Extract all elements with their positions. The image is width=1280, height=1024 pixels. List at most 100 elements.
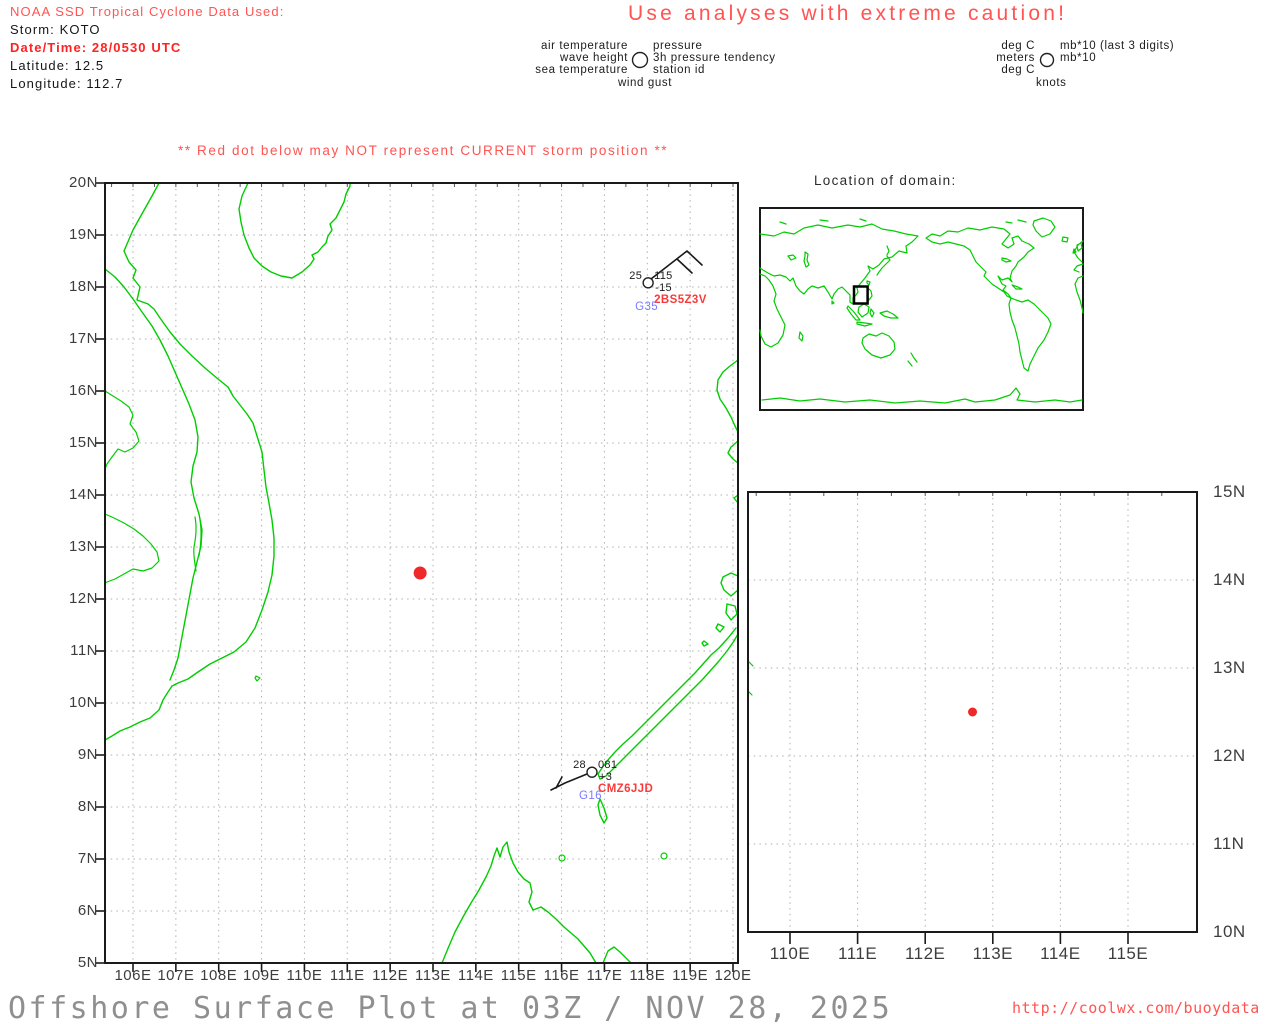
caution-title: Use analyses with extreme caution!	[628, 2, 1068, 25]
zoom-map-coast-specks	[748, 661, 754, 696]
main-y-label: 17N	[68, 330, 98, 347]
zoom-map-grid	[748, 492, 1197, 932]
main-x-label: 119E	[672, 967, 709, 984]
world-coastlines-atlantic-antarctica	[761, 218, 1084, 404]
header-source-line: NOAA SSD Tropical Cyclone Data Used:	[10, 4, 285, 19]
river-wiggle-2	[104, 513, 160, 584]
main-x-label: 115E	[500, 967, 537, 984]
main-y-label: 11N	[70, 642, 98, 659]
station-pressure-tendency: -15	[655, 281, 672, 294]
legend-wave-height: wave height	[560, 52, 628, 64]
zoom-map-frame	[747, 491, 1198, 933]
luzon-coast	[716, 359, 739, 504]
small-island-1	[558, 854, 566, 862]
zoom-y-label: 10N	[1213, 922, 1246, 941]
units-mb10-last3: mb*10 (last 3 digits)	[1060, 40, 1175, 52]
main-y-label: 9N	[77, 746, 98, 763]
main-y-label: 19N	[68, 226, 98, 243]
main-y-label: 7N	[77, 850, 98, 867]
main-x-label: 117E	[586, 967, 623, 984]
palawan-island	[597, 627, 739, 780]
small-island-2	[660, 852, 668, 860]
zoom-x-label: 111E	[838, 944, 878, 963]
header-latitude: Latitude: 12.5	[10, 58, 105, 73]
station-id: CMZ6JJD	[597, 783, 654, 796]
main-x-label: 107E	[157, 967, 195, 984]
main-y-label: 18N	[68, 278, 98, 295]
main-x-label: 106E	[114, 967, 152, 984]
main-x-label: 112E	[372, 967, 409, 984]
zoom-y-label: 14N	[1213, 570, 1246, 589]
main-y-label: 15N	[68, 434, 98, 451]
inset-title: Location of domain:	[814, 173, 957, 188]
station-plots	[550, 250, 703, 791]
footer-url: http://coolwx.com/buoydata	[1012, 999, 1260, 1017]
station-wind-gust: G16	[578, 790, 602, 803]
header-datetime: Date/Time: 28/0530 UTC	[10, 40, 182, 55]
zoom-y-label: 11N	[1213, 834, 1245, 853]
zoom-y-label: 15N	[1213, 482, 1246, 501]
zoom-x-label: 113E	[972, 944, 1014, 963]
zoom-x-label: 110E	[769, 944, 811, 963]
balabac-islet	[597, 798, 608, 824]
main-x-label: 118E	[629, 967, 666, 984]
world-coastlines-eurasia-africa	[759, 223, 919, 348]
units-deg-c-2: deg C	[1001, 64, 1035, 76]
storm-position-dots	[413, 566, 978, 717]
station1-wind-barb	[650, 250, 703, 280]
hainan-island	[238, 182, 351, 279]
world-coastlines-americas	[925, 217, 1056, 372]
undefined	[1197, 0, 1209, 580]
main-x-label: 111E	[329, 967, 365, 984]
main-y-label: 14N	[68, 486, 98, 503]
main-x-label: 113E	[415, 967, 451, 984]
main-map-grid	[105, 183, 738, 963]
zoom-x-label: 115E	[1107, 944, 1149, 963]
legend-pressure: pressure	[653, 40, 703, 52]
inland-river-line	[104, 268, 203, 681]
legend-sea-temperature: sea temperature	[535, 64, 628, 76]
main-x-label: 120E	[714, 967, 752, 984]
undefined	[1197, 0, 1209, 756]
storm-position-warning: ** Red dot below may NOT represent CURRE…	[178, 143, 669, 158]
zoom-y-label: 13N	[1213, 658, 1246, 677]
units-knots: knots	[1036, 77, 1067, 89]
station-pressure: 081	[597, 759, 618, 772]
main-y-label: 8N	[77, 798, 98, 815]
header-longitude: Longitude: 112.7	[10, 76, 124, 91]
legend-wind-gust: wind gust	[618, 77, 672, 89]
main-x-label: 114E	[457, 967, 494, 984]
main-x-label: 109E	[243, 967, 281, 984]
legend-units-circle	[1039, 52, 1055, 68]
station-id: 2BS5Z3V	[654, 293, 707, 306]
legend-pressure-tendency: 3h pressure tendency	[653, 52, 776, 64]
main-y-label: 10N	[68, 694, 98, 711]
station-circles	[586, 277, 654, 778]
footer-title: Offshore Surface Plot at 03Z / NOV 28, 2…	[8, 991, 893, 1024]
station-circle	[586, 766, 598, 778]
zoom-x-label: 112E	[904, 944, 946, 963]
undefined	[1197, 0, 1209, 932]
world-inset-frame	[759, 207, 1084, 411]
world-coastlines-seasia-oceania	[846, 280, 918, 367]
main-y-label: 12N	[68, 590, 98, 607]
main-y-label: 13N	[68, 538, 98, 555]
vietnam-china-coastline	[104, 182, 275, 741]
world-inset-map	[759, 207, 1084, 411]
main-map-coastlines	[104, 182, 739, 964]
storm-dot-zoom	[968, 707, 978, 717]
undefined	[1197, 0, 1209, 492]
main-x-label: 108E	[200, 967, 238, 984]
station-wind-gust: G35	[635, 300, 659, 313]
station-air-temp: 25	[629, 269, 643, 282]
storm-dot-main	[413, 566, 427, 580]
legend-station-circle	[631, 51, 649, 69]
main-y-label: 20N	[68, 174, 98, 191]
units-meters: meters	[996, 52, 1035, 64]
undefined	[1197, 0, 1209, 844]
station-circle	[642, 277, 654, 289]
zoom-y-label: 12N	[1213, 746, 1246, 765]
borneo-coast	[441, 841, 632, 964]
